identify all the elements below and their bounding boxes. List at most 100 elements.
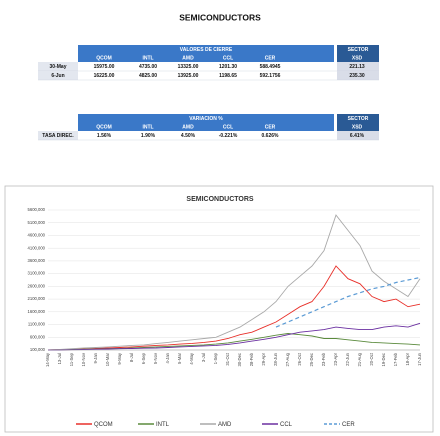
x-tick-label: 4-May (189, 352, 194, 365)
y-tick-label: 4100,000 (28, 245, 46, 250)
x-tick-label: 19-Dec (381, 353, 386, 367)
cell: 13925.00 (178, 73, 199, 79)
cell: 235.30 (349, 73, 365, 79)
cell: 221.13 (349, 64, 365, 70)
label-cell (38, 131, 78, 140)
y-tick-label: 1600,000 (28, 309, 46, 314)
y-tick-label: 2600,000 (28, 283, 46, 288)
x-tick-label: 23-Apr (333, 352, 338, 365)
x-tick-label: 10-Nov (81, 352, 86, 366)
column-name: CER (265, 125, 276, 131)
y-tick-label: 100,000 (30, 347, 46, 352)
cell: 1.90% (141, 133, 156, 139)
legend-label: INTL (156, 422, 170, 428)
series-line (47, 214, 421, 351)
table-header: VARIACION % (189, 116, 223, 122)
x-tick-label: 26-Oct (297, 352, 302, 365)
sector-cell (337, 62, 379, 71)
sector-bar (337, 114, 379, 131)
column-name: AMD (182, 56, 194, 62)
y-tick-label: 3600,000 (28, 258, 46, 263)
column-name: QCOM (96, 125, 112, 131)
cell: 16225.00 (94, 73, 115, 79)
x-tick-label: 31-Oct (225, 352, 230, 365)
column-name: XSD (352, 56, 363, 62)
x-tick-label: 28-Jun (273, 352, 278, 365)
legend-label: AMD (218, 422, 232, 428)
y-tick-label: 600,000 (30, 334, 46, 339)
x-tick-label: 9-Jan (93, 352, 98, 363)
table-header: VALORES DE CIERRE (180, 47, 233, 53)
column-name: AMD (182, 125, 194, 131)
cell: 1.56% (97, 133, 112, 139)
column-name: QCOM (96, 56, 112, 62)
series-line (48, 322, 421, 351)
label-cell (38, 71, 78, 80)
page-title: SEMICONDUCTORS (179, 12, 261, 22)
header-bar (78, 45, 334, 54)
cell: 0.626% (262, 133, 280, 139)
cell: 15975.00 (94, 64, 115, 70)
y-tick-label: 1100,000 (28, 322, 46, 327)
cell: 1198.65 (219, 73, 237, 79)
x-tick-label: 14-May (45, 352, 50, 367)
sector-cell (337, 131, 379, 140)
cell: 6.41% (350, 133, 365, 139)
cell: 4.50% (181, 133, 196, 139)
legend-label: QCOM (94, 422, 113, 428)
sector-bar (337, 45, 379, 62)
cell: 588.4945 (260, 64, 281, 70)
cell: -0.221% (219, 133, 238, 139)
row-label: 30-May (50, 64, 67, 70)
x-tick-label: 11-Sep (69, 352, 74, 366)
x-tick-label: 4-Jan (165, 352, 170, 363)
x-tick-label: 5-Nov (153, 352, 158, 364)
x-tick-label: 3-Jul (201, 353, 206, 362)
chart-title: SEMICONDUCTORS (186, 196, 253, 203)
x-tick-label: 1-Sep (213, 352, 218, 364)
row-label: 6-Jun (51, 73, 64, 79)
sector-header: SECTOR (348, 47, 369, 53)
x-tick-label: 9-May (117, 352, 122, 365)
y-tick-label: 3100,000 (28, 271, 46, 276)
cell: 1201.30 (219, 64, 237, 70)
cell: 4825.00 (139, 73, 157, 79)
column-bar (78, 54, 334, 62)
y-tick-label: 4600,000 (28, 233, 46, 238)
column-name: CER (265, 56, 276, 62)
sector-header: SECTOR (348, 116, 369, 122)
cell: 13325.00 (178, 64, 199, 70)
x-tick-label: 25-Dec (309, 353, 314, 367)
cell: 4735.00 (139, 64, 157, 70)
x-tick-label: 18-Apr (405, 352, 410, 365)
row-label: TASA DIREC. (42, 133, 74, 139)
column-name: INTL (142, 125, 153, 131)
column-bar (78, 123, 334, 131)
y-tick-label: 5100,000 (28, 220, 46, 225)
column-name: INTL (142, 56, 153, 62)
column-name: XSD (352, 125, 363, 131)
sector-cell (337, 71, 379, 80)
x-tick-label: 29-Apr (261, 352, 266, 365)
column-name: CCL (223, 125, 233, 131)
x-tick-label: 22-Jun (345, 352, 350, 365)
y-tick-label: 5600,000 (28, 207, 46, 212)
x-tick-label: 30-Dec (237, 353, 242, 367)
chart-frame (4, 185, 434, 433)
x-tick-label: 6-Sep (141, 352, 146, 364)
x-tick-label: 8-Jul (129, 353, 134, 362)
series-line (275, 276, 421, 328)
x-tick-label: 27-Aug (285, 352, 290, 366)
x-tick-label: 10-Mar (105, 352, 110, 366)
legend-label: CER (342, 422, 355, 428)
y-tick-label: 2100,000 (28, 296, 46, 301)
x-tick-label: 5-Mar (177, 352, 182, 364)
x-tick-label: 13-Jul (57, 353, 62, 364)
legend-label: CCL (280, 422, 293, 428)
x-tick-label: 23-Feb (321, 352, 326, 366)
x-tick-label: 17-Jun (417, 352, 422, 365)
cell: 592.1756 (260, 73, 281, 79)
x-tick-label: 21-Aug (357, 352, 362, 366)
header-bar (78, 114, 334, 123)
x-tick-label: 28-Feb (249, 352, 254, 366)
